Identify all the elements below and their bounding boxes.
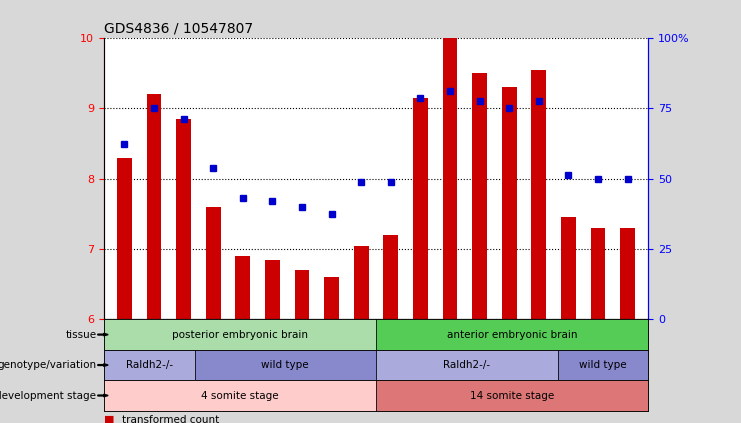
Bar bbox=[383, 235, 398, 319]
Bar bbox=[236, 256, 250, 319]
Text: wild type: wild type bbox=[579, 360, 627, 370]
Bar bbox=[531, 70, 546, 319]
Text: 14 somite stage: 14 somite stage bbox=[470, 390, 554, 401]
Text: Raldh2-/-: Raldh2-/- bbox=[443, 360, 491, 370]
Bar bbox=[376, 380, 648, 411]
Text: GDS4836 / 10547807: GDS4836 / 10547807 bbox=[104, 22, 253, 36]
Bar bbox=[104, 319, 376, 350]
Bar bbox=[502, 87, 516, 319]
Text: development stage: development stage bbox=[0, 390, 96, 401]
Bar bbox=[472, 73, 487, 319]
Bar bbox=[147, 94, 162, 319]
Bar bbox=[442, 38, 457, 319]
Text: ■: ■ bbox=[104, 415, 114, 423]
Bar bbox=[194, 350, 376, 380]
Bar bbox=[557, 350, 648, 380]
Bar bbox=[354, 245, 369, 319]
Text: wild type: wild type bbox=[262, 360, 309, 370]
Bar bbox=[376, 350, 557, 380]
Bar bbox=[325, 277, 339, 319]
Bar bbox=[265, 260, 280, 319]
Bar bbox=[206, 207, 221, 319]
Text: transformed count: transformed count bbox=[122, 415, 219, 423]
Bar bbox=[591, 228, 605, 319]
Bar bbox=[176, 119, 191, 319]
Text: Raldh2-/-: Raldh2-/- bbox=[125, 360, 173, 370]
Text: genotype/variation: genotype/variation bbox=[0, 360, 96, 370]
Bar bbox=[104, 380, 376, 411]
Bar bbox=[561, 217, 576, 319]
Text: posterior embryonic brain: posterior embryonic brain bbox=[172, 330, 308, 340]
Text: anterior embryonic brain: anterior embryonic brain bbox=[447, 330, 577, 340]
Bar bbox=[295, 270, 310, 319]
Bar bbox=[620, 228, 635, 319]
Bar bbox=[117, 158, 132, 319]
Bar bbox=[413, 98, 428, 319]
Text: 4 somite stage: 4 somite stage bbox=[201, 390, 279, 401]
Bar bbox=[104, 350, 194, 380]
Text: tissue: tissue bbox=[65, 330, 96, 340]
Bar bbox=[376, 319, 648, 350]
